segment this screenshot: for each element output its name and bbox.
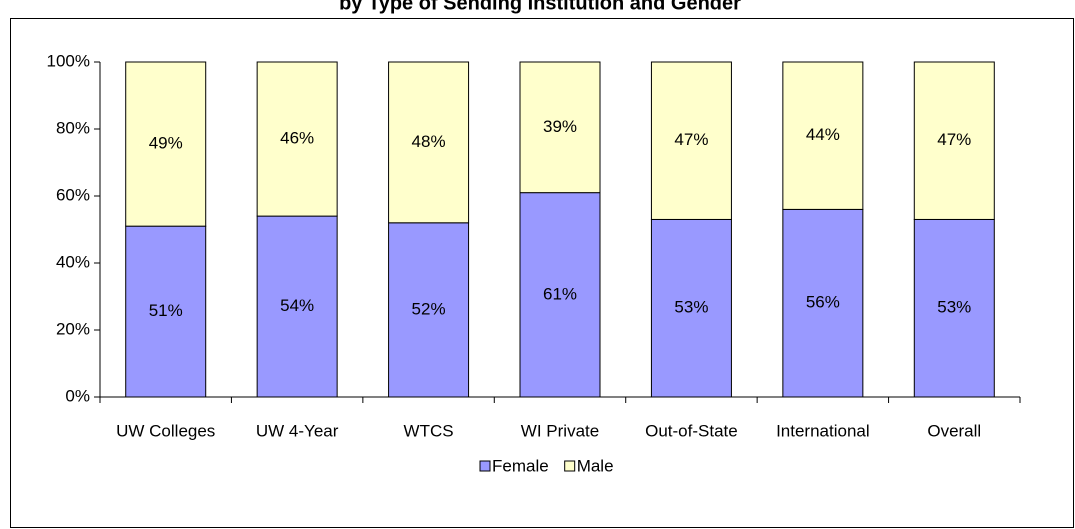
data-label: 47% [937, 130, 971, 149]
bar-segment [782, 208, 864, 398]
bar-segment [913, 218, 995, 398]
x-tick-label: UW 4-Year [256, 421, 339, 440]
data-label: 51% [149, 301, 183, 320]
x-tick-label: Overall [927, 421, 981, 440]
bar-segment [782, 61, 864, 210]
bar-segment [388, 61, 470, 224]
chart-title: by Type of Sending Institution and Gende… [339, 0, 741, 14]
bar-segment [650, 61, 732, 220]
data-label: 53% [674, 298, 708, 317]
legend-swatch [564, 460, 576, 472]
data-label: 39% [543, 117, 577, 136]
legend-swatch [479, 460, 491, 472]
data-label: 46% [280, 129, 314, 148]
x-tick-label: UW Colleges [116, 421, 215, 440]
y-tick-label: 80% [56, 118, 90, 137]
x-tick-label: WTCS [404, 421, 454, 440]
data-label: 49% [149, 134, 183, 153]
bar-segment [125, 225, 207, 398]
y-tick-label: 60% [56, 185, 90, 204]
bar-segment [519, 192, 601, 398]
bar-segment [519, 61, 601, 194]
x-tick-label: Out-of-State [645, 421, 738, 440]
legend-label: Male [577, 456, 614, 475]
data-label: 61% [543, 284, 577, 303]
x-tick-label: International [776, 421, 870, 440]
y-tick-label: 0% [65, 386, 90, 405]
bar-segment [388, 222, 470, 398]
y-tick-label: 100% [47, 51, 90, 70]
y-tick-label: 20% [56, 319, 90, 338]
data-label: 53% [937, 298, 971, 317]
data-label: 48% [412, 132, 446, 151]
data-label: 56% [806, 293, 840, 312]
data-label: 52% [412, 299, 446, 318]
bar-segment [650, 218, 732, 398]
bar-segment [256, 61, 338, 217]
data-label: 47% [674, 130, 708, 149]
data-label: 44% [806, 125, 840, 144]
bar-segment [125, 61, 207, 227]
x-tick-label: WI Private [521, 421, 599, 440]
bar-segment [913, 61, 995, 220]
y-tick-label: 40% [56, 252, 90, 271]
data-label: 54% [280, 296, 314, 315]
legend-label: Female [492, 456, 549, 475]
